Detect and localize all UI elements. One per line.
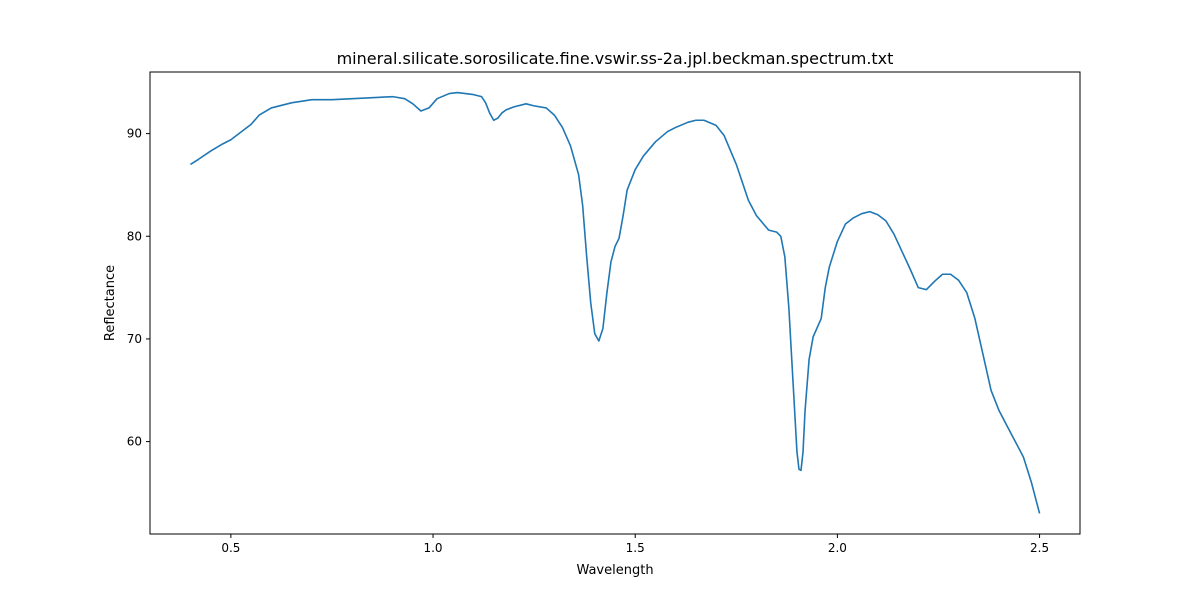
x-tick-label: 1.5	[626, 541, 645, 555]
x-axis-label: Wavelength	[576, 563, 653, 578]
chart-title: mineral.silicate.sorosilicate.fine.vswir…	[337, 49, 894, 68]
x-tick-label: 2.5	[1030, 541, 1049, 555]
x-tick-label: 2.0	[828, 541, 847, 555]
y-axis-label: Reflectance	[103, 265, 118, 341]
plot-area	[150, 72, 1080, 534]
spectrum-line	[190, 91, 1041, 514]
x-tick-label: 1.0	[423, 541, 442, 555]
plot-frame	[149, 71, 1081, 535]
y-tick-label: 60	[127, 435, 142, 449]
y-tick-label: 90	[127, 127, 142, 141]
y-tick-label: 80	[127, 229, 142, 243]
x-tick-label: 0.5	[221, 541, 240, 555]
y-axis-ticks: 60 70 80 90	[127, 127, 150, 449]
x-axis-ticks: 0.5 1.0 1.5 2.0 2.5	[221, 534, 1049, 555]
y-tick-label: 70	[127, 332, 142, 346]
